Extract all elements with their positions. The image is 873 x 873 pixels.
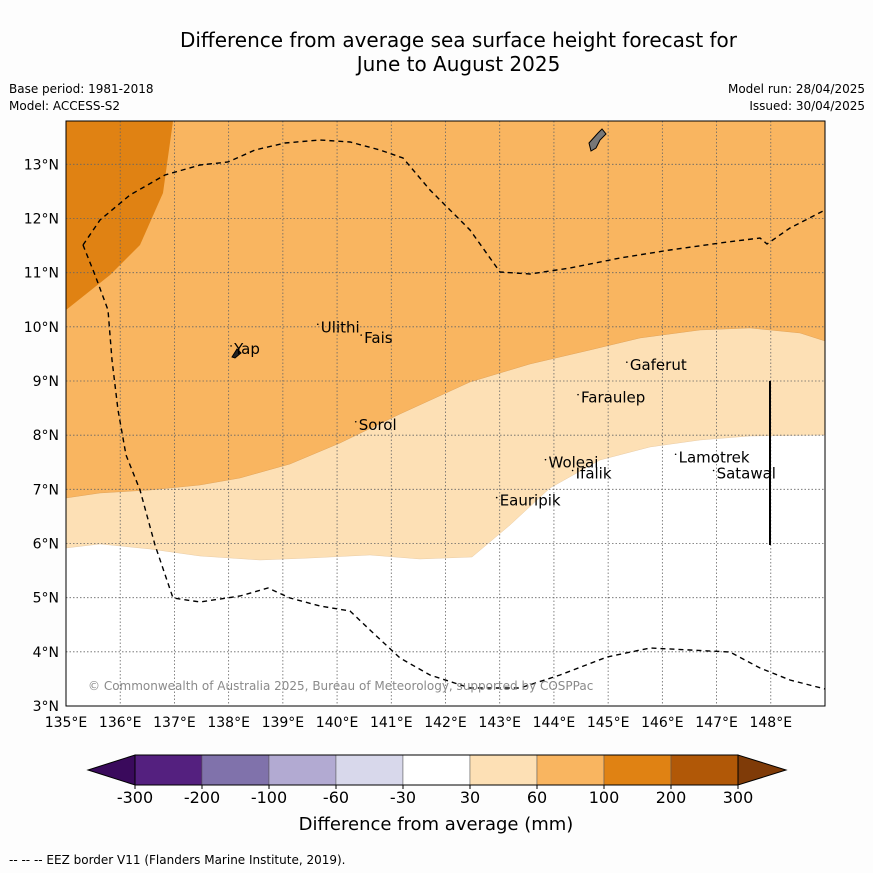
yap-island: [231, 348, 242, 359]
colorbar-swatch: [201, 754, 270, 786]
eez-border-west: [82, 244, 826, 690]
base-period: Base period: 1981-2018: [9, 82, 154, 96]
place-marker: [571, 469, 574, 472]
latitude-axis: 13°N 12°N 11°N 10°N 9°N 8°N 7°N 6°N 5°N 4°N 3°N: [24, 157, 59, 715]
place-label: Satawal: [717, 465, 776, 483]
lon-tick-label: 144°E: [533, 715, 576, 731]
place-label: Lamotrek: [679, 448, 750, 466]
colorbar: -300 -200 -100 -60 -30 30 60 100 200 300: [86, 754, 788, 807]
lat-tick-label: 3°N: [33, 699, 59, 715]
eez-border-north: [82, 139, 826, 275]
colorbar-tick-label: 30: [460, 788, 480, 807]
lat-tick-label: 11°N: [24, 266, 59, 282]
place-marker: [674, 453, 677, 456]
model-name: Model: ACCESS-S2: [9, 99, 121, 113]
longitude-axis: 135°E 136°E 137°E 138°E 139°E 140°E 141°E 142°E…: [45, 715, 792, 731]
place-marker: [577, 393, 579, 396]
colorbar-tick-label: -200: [184, 788, 220, 807]
lon-tick-label: 136°E: [99, 715, 142, 731]
colorbar-title: Difference from average (mm): [299, 814, 574, 835]
colorbar-tick-label: -30: [390, 788, 416, 807]
place-marker: [360, 334, 362, 336]
lon-tick-label: 146°E: [641, 715, 684, 731]
lon-tick-label: 142°E: [424, 715, 467, 731]
colorbar-tick-label: -60: [323, 788, 349, 807]
lon-tick-label: 148°E: [749, 715, 792, 731]
place-marker: [544, 458, 547, 461]
place-marker: [354, 420, 357, 423]
colorbar-swatch: [402, 754, 471, 786]
lon-tick-label: 135°E: [45, 715, 88, 731]
lon-tick-label: 140°E: [316, 715, 359, 731]
place-label: Eauripik: [500, 492, 561, 510]
colorbar-swatch: [335, 754, 404, 786]
place-label: Yap: [233, 340, 260, 358]
copyright-notice: © Commonwealth of Australia 2025, Bureau…: [88, 679, 593, 693]
lon-tick-label: 143°E: [478, 715, 521, 731]
meta-right: Model run: 28/04/2025 Issued: 30/04/2025: [728, 81, 865, 115]
lat-tick-label: 9°N: [33, 374, 59, 390]
lon-tick-label: 137°E: [153, 715, 196, 731]
lon-tick-label: 145°E: [587, 715, 630, 731]
meta-left: Base period: 1981-2018 Model: ACCESS-S2: [9, 81, 154, 115]
lon-tick-label: 141°E: [370, 715, 413, 731]
colorbar-swatch: [670, 754, 739, 786]
lat-tick-label: 7°N: [33, 482, 59, 498]
colorbar-frame: [134, 754, 739, 786]
colorbar-extend-high: [737, 754, 788, 786]
guam-island: [588, 128, 607, 152]
lon-tick-label: 139°E: [262, 715, 305, 731]
title-line-1: Difference from average sea surface heig…: [179, 28, 738, 52]
colorbar-tick-label: 100: [589, 788, 620, 807]
colorbar-swatch: [469, 754, 538, 786]
lon-tick-label: 138°E: [207, 715, 250, 731]
colorbar-tick-label: -300: [117, 788, 153, 807]
colorbar-tick-label: 200: [656, 788, 687, 807]
map-frame: [65, 120, 826, 707]
colorbar-tick-label: -100: [251, 788, 287, 807]
place-marker: [712, 469, 715, 472]
model-run: Model run: 28/04/2025: [727, 82, 865, 96]
issued-date: Issued: 30/04/2025: [749, 99, 865, 113]
lat-tick-label: 6°N: [33, 537, 59, 553]
lat-tick-label: 13°N: [24, 157, 59, 173]
colorbar-swatch: [536, 754, 605, 786]
place-label: Gaferut: [630, 356, 687, 374]
place-label: Ifalik: [576, 465, 612, 483]
place-label: Fais: [364, 329, 393, 347]
eez-legend-note: -- -- -- EEZ border V11 (Flanders Marine…: [9, 853, 346, 867]
lat-tick-label: 5°N: [33, 591, 59, 607]
place-marker: [495, 496, 498, 499]
place-label: Faraulep: [581, 389, 645, 407]
lat-tick-label: 8°N: [33, 428, 59, 444]
title-line-2: June to August 2025: [356, 52, 561, 76]
anomaly-100-200-region: [66, 121, 173, 310]
colorbar-swatch: [268, 754, 337, 786]
place-marker: [626, 361, 628, 363]
place-marker: [317, 323, 319, 326]
colorbar-tick-label: 60: [527, 788, 547, 807]
lat-tick-label: 4°N: [33, 645, 59, 661]
colorbar-extend-low: [86, 754, 136, 786]
place-label: Ulithi: [321, 318, 360, 336]
colorbar-swatch: [134, 754, 203, 786]
place-label: Woleai: [549, 454, 599, 472]
lat-tick-label: 10°N: [24, 320, 59, 336]
colorbar-swatch: [603, 754, 672, 786]
place-label: Sorol: [359, 416, 397, 434]
place-marker: [230, 345, 232, 347]
map-title: Difference from average sea surface heig…: [0, 28, 873, 76]
lon-tick-label: 147°E: [695, 715, 738, 731]
colorbar-tick-label: 300: [723, 788, 754, 807]
lat-tick-label: 12°N: [24, 212, 59, 228]
